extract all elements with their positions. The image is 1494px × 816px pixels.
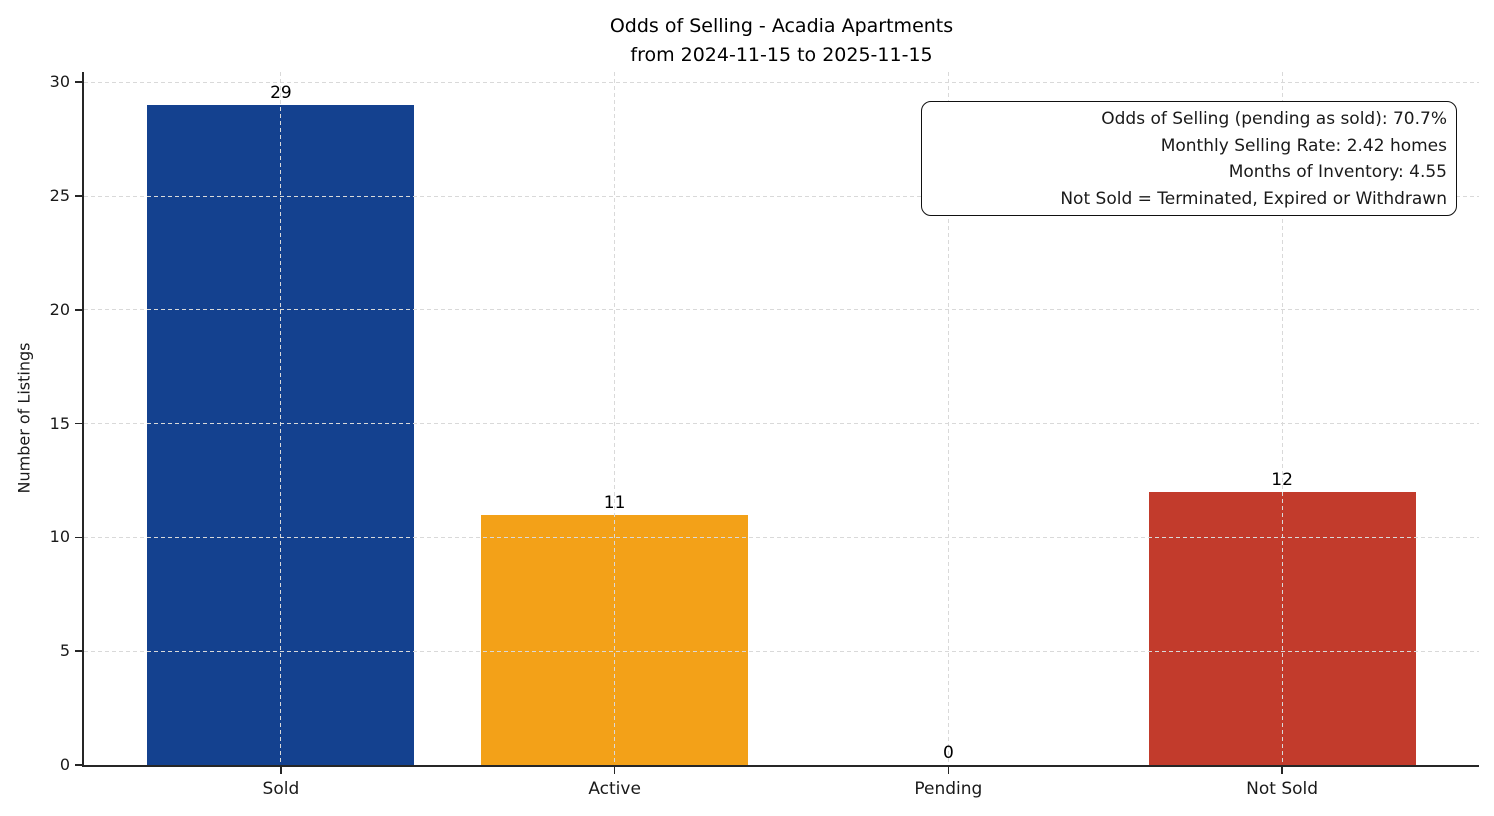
gridline-y-15 (84, 423, 1479, 425)
x-tick-active (613, 767, 616, 774)
x-tick-pending (947, 767, 950, 774)
x-tick-label-not-sold: Not Sold (1246, 779, 1319, 799)
annotation-months-of-inventory: Months of Inventory: 4.55 (1228, 162, 1447, 182)
y-tick-20 (75, 309, 82, 311)
stats-annotation-box: Odds of Selling (pending as sold): 70.7%… (921, 101, 1457, 216)
x-axis-spine (82, 765, 1479, 767)
y-tick-label-20: 20 (49, 299, 70, 319)
gridline-x-sold (280, 72, 282, 765)
gridline-x-pending (947, 72, 949, 765)
y-tick-25 (75, 195, 82, 197)
gridline-x-active (614, 72, 616, 765)
x-tick-not-sold (1281, 767, 1283, 774)
bar-value-label-active: 11 (603, 492, 626, 513)
y-axis-spine (82, 72, 84, 767)
gridline-y-5 (84, 650, 1479, 652)
bar-value-label-sold: 29 (270, 83, 292, 103)
chart-subtitle: from 2024-11-15 to 2025-11-15 (630, 44, 933, 66)
y-tick-5 (75, 650, 82, 652)
y-tick-30 (75, 81, 82, 84)
y-tick-label-10: 10 (49, 527, 70, 547)
y-tick-10 (75, 536, 82, 539)
x-tick-label-pending: Pending (914, 779, 983, 799)
annotation-odds-of-selling: Odds of Selling (pending as sold): 70.7% (1101, 109, 1447, 129)
chart-title-block: Odds of Selling - Acadia Apartments from… (84, 12, 1479, 70)
x-tick-sold (280, 767, 282, 774)
gridline-y-10 (84, 536, 1479, 538)
gridline-x-not-sold (1281, 72, 1283, 765)
x-tick-label-sold: Sold (262, 779, 300, 799)
y-tick-15 (75, 422, 82, 425)
x-tick-label-active: Active (588, 779, 641, 799)
y-tick-label-30: 30 (49, 72, 70, 92)
gridline-y-20 (84, 309, 1479, 311)
annotation-not-sold-definition: Not Sold = Terminated, Expired or Withdr… (1060, 188, 1447, 209)
bar-value-label-pending: 0 (942, 743, 954, 763)
chart-title: Odds of Selling - Acadia Apartments (609, 15, 954, 37)
annotation-monthly-selling-rate: Monthly Selling Rate: 2.42 homes (1160, 135, 1447, 156)
gridline-y-30 (84, 81, 1479, 83)
y-tick-label-5: 5 (59, 641, 70, 661)
y-tick-label-15: 15 (49, 413, 70, 433)
y-tick-0 (75, 764, 82, 766)
bar-value-label-not-sold: 12 (1271, 469, 1293, 490)
y-tick-label-25: 25 (49, 186, 70, 206)
y-tick-label-0: 0 (59, 755, 70, 774)
gridline-y-25 (84, 195, 1479, 197)
